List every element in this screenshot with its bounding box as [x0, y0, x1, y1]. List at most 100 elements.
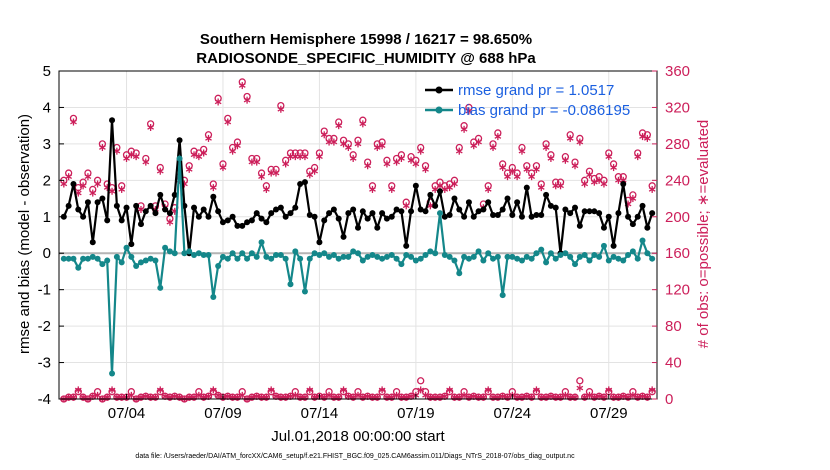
- obs-low-evaluated-marker: [446, 386, 453, 394]
- obs-evaluated-marker: [258, 173, 265, 181]
- rmse-point: [504, 195, 511, 202]
- obs-evaluated-marker: [460, 125, 468, 133]
- obs-evaluated-marker: [412, 160, 420, 168]
- chart-title: Southern Hemisphere 15998 / 16217 = 98.6…: [200, 31, 532, 48]
- bias-point: [326, 253, 333, 260]
- obs-low-evaluated-marker: [335, 393, 343, 401]
- obs-evaluated-marker: [306, 171, 314, 179]
- rmse-point: [490, 211, 497, 218]
- rmse-point: [128, 241, 135, 248]
- bias-point: [355, 250, 361, 257]
- obs-evaluated-marker: [89, 189, 97, 197]
- obs-evaluated-marker: [557, 182, 564, 190]
- rmse-point: [316, 239, 323, 246]
- rmse-point: [605, 213, 612, 220]
- rmse-point: [282, 213, 289, 220]
- rmse-point: [398, 208, 405, 215]
- rmse-point: [137, 221, 144, 228]
- rmse-point: [451, 195, 458, 202]
- rmse-point: [644, 224, 651, 231]
- bias-line: [63, 157, 654, 375]
- bias-point: [60, 255, 67, 262]
- rmse-point: [432, 202, 439, 209]
- rmse-point: [514, 199, 521, 206]
- bias-point: [408, 253, 415, 260]
- rmse-point: [393, 206, 400, 213]
- obs-evaluated-marker: [422, 165, 429, 173]
- rmse-point: [547, 202, 554, 209]
- rmse-point: [176, 137, 183, 144]
- obs-evaluated-marker: [451, 180, 458, 188]
- obs-evaluated-marker: [359, 120, 367, 128]
- bias-point: [171, 250, 178, 257]
- obs-low-evaluated-marker: [643, 393, 651, 401]
- rmse-point: [99, 195, 106, 202]
- bias-point: [451, 257, 458, 264]
- y-tick-label: -3: [38, 355, 51, 372]
- obs-evaluated-marker: [393, 158, 400, 166]
- y-right-tick-label: 200: [665, 209, 690, 226]
- rmse-point: [340, 233, 347, 240]
- obs-evaluated-marker: [465, 107, 473, 115]
- bias-point: [219, 253, 226, 260]
- bias-point: [417, 255, 424, 262]
- obs-low-evaluated-marker: [70, 393, 77, 401]
- bias-point: [586, 257, 593, 264]
- obs-evaluated-marker: [605, 153, 613, 161]
- bias-point: [70, 255, 77, 262]
- bias-point: [258, 239, 265, 246]
- obs-low-evaluated-marker: [301, 393, 309, 401]
- y-tick-label: 1: [43, 209, 51, 226]
- obs-low-evaluated-marker: [127, 391, 135, 399]
- bias-point: [644, 250, 651, 257]
- rmse-point: [306, 211, 313, 218]
- bias-point: [552, 255, 559, 262]
- y-right-tick-label: 280: [665, 136, 690, 153]
- obs-evaluated-marker: [446, 184, 453, 192]
- rmse-point: [133, 202, 140, 209]
- legend-rmse-marker: [435, 86, 443, 94]
- obs-evaluated-marker: [311, 167, 318, 175]
- rmse-point: [408, 208, 415, 215]
- bias-point: [591, 252, 598, 259]
- legend-rmse-label: rmse grand pr = 1.0517: [458, 82, 614, 99]
- obs-evaluated-marker: [364, 162, 372, 170]
- x-axis-label: Jul.01,2018 00:00:00 start: [271, 428, 445, 445]
- bias-point: [480, 257, 487, 264]
- obs-evaluated-marker: [156, 167, 164, 175]
- obs-evaluated-marker: [84, 173, 92, 181]
- obs-low-evaluated-marker: [576, 384, 584, 392]
- bias-point: [470, 253, 477, 260]
- rmse-point: [301, 179, 308, 186]
- obs-evaluated-marker: [547, 154, 555, 162]
- rmse-point: [552, 204, 559, 211]
- obs-evaluated-marker: [214, 98, 222, 106]
- y-tick-label: 0: [43, 245, 51, 262]
- bias-point: [403, 252, 410, 259]
- rmse-point: [509, 211, 516, 218]
- obs-evaluated-marker: [123, 154, 130, 162]
- rmse-point: [629, 221, 636, 228]
- rmse-point: [625, 213, 632, 220]
- bias-point: [123, 244, 130, 251]
- y-tick-label: -2: [38, 318, 51, 335]
- obs-evaluated-marker: [253, 158, 261, 166]
- obs-evaluated-marker: [79, 182, 87, 190]
- rmse-point: [326, 210, 333, 217]
- bias-point: [596, 253, 603, 260]
- rmse-point: [215, 208, 222, 215]
- bias-point: [572, 261, 579, 268]
- axes: -4 -3 -2 -1 0 1 2 3 4 5 0 40 80 120 160 200 240 280 320 360…: [38, 63, 690, 422]
- bias-point: [89, 253, 96, 260]
- rmse-point: [417, 206, 424, 213]
- rmse-point: [649, 210, 656, 217]
- bias-point: [205, 252, 212, 259]
- bias-point: [186, 248, 193, 255]
- rmse-point: [239, 222, 246, 229]
- obs-evaluated-marker: [316, 153, 323, 161]
- rmse-point: [374, 224, 381, 231]
- bias-point: [639, 237, 646, 244]
- rmse-point: [84, 199, 91, 206]
- bias-point: [162, 244, 169, 251]
- obs-evaluated-marker: [229, 147, 236, 155]
